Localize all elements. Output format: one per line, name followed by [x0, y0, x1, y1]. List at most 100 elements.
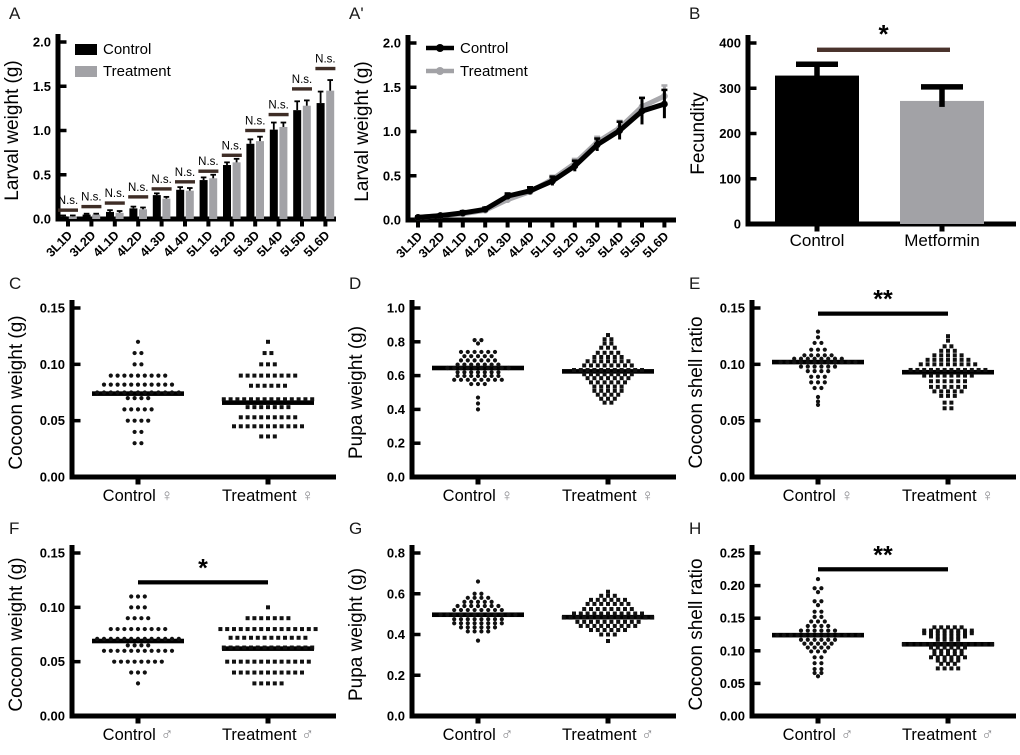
svg-text:0.00: 0.00: [40, 470, 65, 485]
data-dot: [785, 359, 790, 365]
data-dot: [853, 359, 858, 365]
data-dot: [829, 353, 834, 358]
data-dot: [629, 619, 634, 624]
svg-text:400: 400: [719, 36, 741, 51]
data-dot: [252, 373, 257, 378]
svg-text:N.s.: N.s.: [268, 100, 288, 112]
data-dot: [135, 681, 141, 686]
data-dot: [489, 362, 494, 367]
data-dot: [952, 652, 957, 657]
data-dot: [619, 359, 624, 364]
line-marker: [638, 107, 646, 115]
data-dot: [849, 633, 855, 638]
data-dot: [235, 635, 240, 640]
data-dot: [623, 619, 627, 624]
data-dot: [482, 362, 487, 367]
data-dot: [242, 645, 247, 650]
data-dot: [296, 645, 301, 650]
data-dot: [259, 362, 264, 367]
svg-text:0.6: 0.6: [387, 368, 405, 383]
data-dot: [952, 625, 957, 630]
data-dot: [293, 627, 298, 632]
data-dot: [293, 670, 298, 675]
data-dot: [142, 670, 147, 675]
data-dot: [283, 635, 287, 640]
data-dot: [238, 373, 243, 378]
data-dot: [582, 372, 587, 377]
data-dot: [636, 619, 641, 624]
data-dot: [135, 407, 141, 412]
data-dot: [942, 658, 947, 663]
data-dot: [125, 659, 130, 664]
svg-text:3L2D: 3L2D: [67, 228, 99, 260]
data-dot: [956, 628, 961, 633]
data-dot: [925, 362, 930, 367]
data-dot: [262, 351, 267, 356]
svg-text:N.s.: N.s.: [151, 174, 171, 186]
data-dot: [462, 354, 467, 359]
data-dot: [101, 648, 107, 653]
data-dot: [915, 367, 920, 372]
data-dot: [272, 681, 277, 686]
data-dot: [149, 648, 154, 653]
data-dot: [616, 597, 621, 602]
data-dot: [276, 397, 281, 402]
svg-text:N.s.: N.s.: [245, 116, 265, 128]
data-dot: [225, 659, 230, 664]
data-dot: [826, 368, 831, 374]
svg-text:Treatment: Treatment: [460, 63, 529, 80]
data-dot: [809, 380, 814, 385]
data-dot: [129, 382, 134, 387]
data-dot: [286, 616, 291, 621]
data-dot: [249, 383, 253, 388]
data-dot: [296, 397, 301, 402]
data-dot: [289, 397, 294, 402]
x-tick: [206, 221, 211, 227]
data-dot: [272, 424, 277, 429]
data-dot: [245, 405, 250, 410]
panel-E-chart: 0.00 0.05 0.10 0.15 Cocoon shell ratio Contro…: [686, 286, 1016, 505]
data-dot: [619, 611, 624, 616]
panel-D-label: D: [349, 274, 362, 293]
data-dot: [462, 370, 467, 375]
data-dot: [499, 617, 504, 622]
data-dot: [595, 597, 600, 602]
data-dot: [578, 611, 583, 616]
svg-text:Larval weight (g): Larval weight (g): [352, 61, 373, 201]
data-dot: [952, 393, 957, 398]
data-dot: [283, 397, 287, 402]
data-dot: [812, 364, 817, 369]
data-dot: [479, 607, 484, 613]
data-dot: [809, 353, 814, 358]
svg-text:0: 0: [734, 217, 741, 232]
data-dot: [599, 384, 604, 389]
data-dot: [125, 616, 130, 621]
data-dot: [139, 362, 144, 367]
data-dot: [612, 345, 617, 350]
x-tick: [595, 222, 600, 228]
svg-text:5L5D: 5L5D: [278, 228, 310, 260]
data-dot: [479, 595, 484, 600]
data-dot: [458, 377, 464, 382]
data-dot: [266, 670, 270, 675]
data-dot: [819, 645, 824, 650]
data-dot: [949, 384, 954, 389]
svg-text:N.s.: N.s.: [292, 74, 312, 86]
data-dot: [829, 641, 834, 646]
data-dot: [966, 357, 971, 362]
data-dot: [602, 380, 607, 385]
data-dot: [939, 357, 944, 362]
data-dot: [472, 617, 477, 622]
data-dot: [486, 595, 491, 600]
legend-swatch: [75, 66, 97, 77]
data-dot: [492, 365, 498, 371]
svg-text:N.s.: N.s.: [175, 167, 195, 179]
data-dot: [245, 616, 250, 621]
data-dot: [626, 368, 631, 373]
data-dot: [815, 633, 821, 638]
data-dot: [606, 388, 610, 393]
svg-text:**: **: [873, 286, 893, 314]
data-dot: [969, 373, 974, 378]
data-dot: [809, 649, 814, 654]
data-dot: [815, 603, 821, 608]
